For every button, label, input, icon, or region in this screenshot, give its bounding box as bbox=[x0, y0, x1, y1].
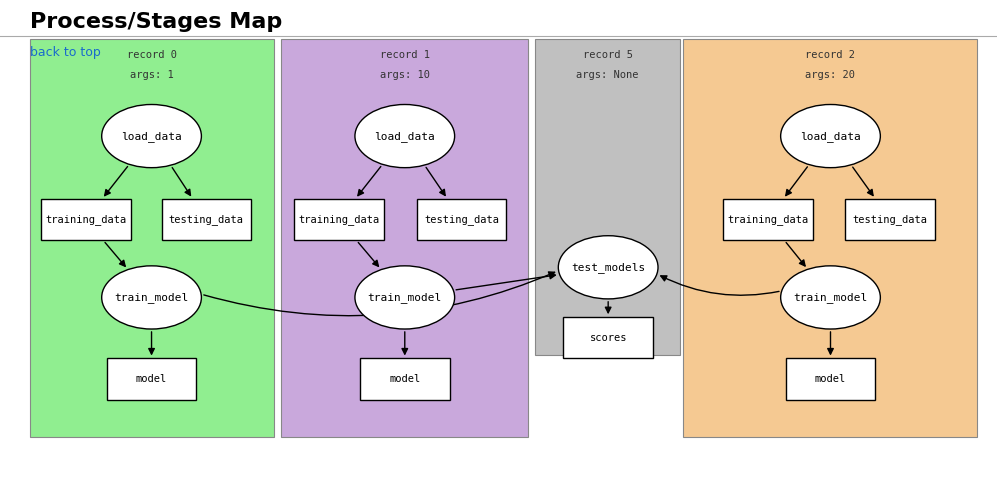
Text: training_data: training_data bbox=[727, 214, 809, 225]
Text: model: model bbox=[136, 374, 167, 384]
FancyBboxPatch shape bbox=[683, 39, 977, 437]
Ellipse shape bbox=[355, 104, 455, 168]
FancyBboxPatch shape bbox=[417, 199, 506, 240]
FancyArrowPatch shape bbox=[456, 273, 555, 290]
Text: back to top: back to top bbox=[30, 46, 101, 59]
Text: train_model: train_model bbox=[368, 292, 442, 303]
Text: args: 10: args: 10 bbox=[380, 70, 430, 81]
Ellipse shape bbox=[102, 266, 201, 329]
Text: load_data: load_data bbox=[122, 131, 181, 141]
FancyBboxPatch shape bbox=[723, 199, 813, 240]
FancyBboxPatch shape bbox=[41, 199, 131, 240]
Text: testing_data: testing_data bbox=[424, 214, 499, 225]
FancyBboxPatch shape bbox=[107, 359, 196, 399]
FancyArrowPatch shape bbox=[105, 243, 126, 266]
Ellipse shape bbox=[781, 266, 880, 329]
FancyBboxPatch shape bbox=[162, 199, 251, 240]
FancyArrowPatch shape bbox=[426, 167, 445, 195]
Text: test_models: test_models bbox=[571, 262, 645, 273]
FancyArrowPatch shape bbox=[605, 302, 611, 313]
Text: record 5: record 5 bbox=[582, 50, 633, 60]
FancyBboxPatch shape bbox=[30, 39, 274, 437]
FancyArrowPatch shape bbox=[786, 167, 808, 195]
Text: args: 1: args: 1 bbox=[131, 70, 173, 81]
FancyArrowPatch shape bbox=[105, 167, 128, 195]
FancyArrowPatch shape bbox=[149, 332, 155, 354]
Text: Process/Stages Map: Process/Stages Map bbox=[30, 12, 282, 32]
Text: model: model bbox=[815, 374, 846, 384]
FancyBboxPatch shape bbox=[563, 317, 653, 359]
FancyArrowPatch shape bbox=[203, 272, 554, 316]
FancyBboxPatch shape bbox=[845, 199, 935, 240]
Text: args: 20: args: 20 bbox=[805, 70, 855, 81]
Ellipse shape bbox=[355, 266, 455, 329]
Ellipse shape bbox=[781, 104, 880, 168]
FancyArrowPatch shape bbox=[661, 276, 779, 295]
FancyBboxPatch shape bbox=[786, 359, 875, 399]
Text: scores: scores bbox=[589, 333, 627, 343]
Text: train_model: train_model bbox=[115, 292, 188, 303]
Text: record 1: record 1 bbox=[380, 50, 430, 60]
Text: record 2: record 2 bbox=[805, 50, 855, 60]
Text: load_data: load_data bbox=[375, 131, 435, 141]
Text: training_data: training_data bbox=[298, 214, 380, 225]
FancyBboxPatch shape bbox=[294, 199, 384, 240]
FancyBboxPatch shape bbox=[281, 39, 528, 437]
FancyArrowPatch shape bbox=[786, 243, 805, 266]
Text: training_data: training_data bbox=[45, 214, 127, 225]
Text: record 0: record 0 bbox=[127, 50, 177, 60]
FancyBboxPatch shape bbox=[535, 39, 680, 355]
Text: train_model: train_model bbox=[794, 292, 867, 303]
Text: model: model bbox=[389, 374, 421, 384]
FancyArrowPatch shape bbox=[172, 168, 190, 195]
Text: testing_data: testing_data bbox=[168, 214, 244, 225]
Ellipse shape bbox=[558, 236, 658, 299]
Ellipse shape bbox=[102, 104, 201, 168]
Text: load_data: load_data bbox=[801, 131, 860, 141]
Text: args: None: args: None bbox=[576, 70, 639, 81]
FancyArrowPatch shape bbox=[852, 167, 873, 195]
FancyBboxPatch shape bbox=[360, 359, 450, 399]
FancyArrowPatch shape bbox=[358, 167, 381, 195]
FancyArrowPatch shape bbox=[402, 332, 408, 354]
FancyArrowPatch shape bbox=[828, 332, 833, 354]
Text: testing_data: testing_data bbox=[852, 214, 928, 225]
FancyArrowPatch shape bbox=[358, 243, 379, 266]
